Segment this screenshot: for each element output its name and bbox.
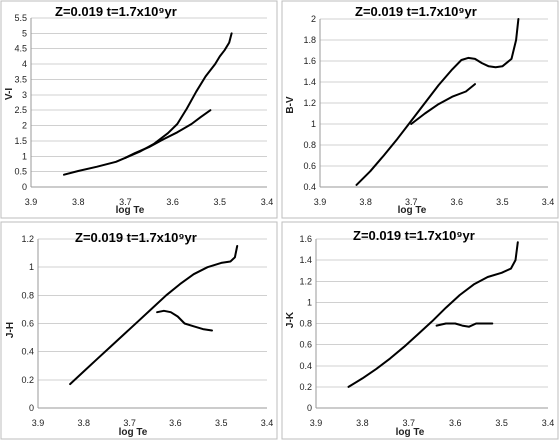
x-axis-title: log Te [398, 205, 427, 216]
y-tick-label: 1.2 [303, 98, 316, 108]
x-tick-label: 3.7 [123, 418, 136, 428]
y-tick-label: 5.5 [14, 13, 27, 23]
x-tick-label: 3.4 [261, 197, 274, 207]
x-tick-label: 3.7 [119, 197, 132, 207]
panel-b-v: 0.4 0.6 0.8 1 1.2 1.4 1.6 1.8 2 3.9 3.8 3.7 3.6 3.5 3.… [281, 0, 559, 219]
series-line-1 [63, 32, 233, 176]
panel-j-h: 0 0.2 0.4 0.6 0.8 1 1.2 3.9 3.8 3.7 3.6 3.5 3.4 log T… [0, 221, 278, 440]
y-tick-label: 4.5 [14, 44, 27, 54]
x-tick-label: 3.4 [542, 418, 555, 428]
series-line-2 [410, 83, 476, 125]
y-tick-label: 2.5 [14, 105, 27, 115]
y-tick-label: 0 [22, 182, 27, 192]
x-axis-title: log Te [119, 427, 148, 438]
y-axis-title: B-V [285, 96, 296, 114]
y-tick-label: 5 [22, 28, 27, 38]
x-tick-label: 3.4 [261, 418, 274, 428]
x-axis-title: log Te [396, 427, 425, 438]
x-tick-label: 3.6 [451, 197, 464, 207]
series-line-2 [124, 109, 212, 159]
y-tick-label: 4 [22, 59, 27, 69]
panel-frame [0, 221, 278, 440]
x-tick-label: 3.6 [166, 197, 179, 207]
x-tick-label: 3.5 [214, 197, 227, 207]
y-axis-title: J-H [5, 322, 16, 338]
x-tick-label: 3.8 [356, 418, 369, 428]
y-tick-label: 1 [29, 262, 34, 272]
series-line-1 [355, 18, 520, 186]
x-tick-label: 3.8 [72, 197, 85, 207]
y-tick-label: 0.4 [299, 361, 312, 371]
y-tick-label: 3.5 [14, 74, 27, 84]
y-axis-title: J-K [285, 311, 296, 328]
y-tick-label: 1 [311, 119, 316, 129]
y-tick-label: 0.8 [21, 290, 34, 300]
y-tick-label: 1 [307, 297, 312, 307]
panel-j-k: 0 0.2 0.4 0.6 0.8 1 1.2 1.4 1.6 3.9 3.8 3.7 3.6 3.5 3.… [281, 221, 559, 440]
y-tick-label: 0.4 [303, 182, 316, 192]
x-tick-label: 3.6 [449, 418, 462, 428]
chart-title: Z=0.019 t=1.7x10⁹yr [353, 228, 475, 243]
y-tick-label: 1.6 [303, 56, 316, 66]
y-tick-label: 1.5 [14, 136, 27, 146]
y-axis-title: V-I [4, 88, 15, 100]
x-tick-label: 3.9 [32, 418, 45, 428]
chart-title: Z=0.019 t=1.7x10⁹yr [75, 230, 197, 245]
series-line-2 [435, 322, 494, 328]
x-tick-label: 3.8 [359, 197, 372, 207]
series-line-1 [69, 245, 239, 386]
y-tick-label: 0.6 [21, 319, 34, 329]
y-tick-label: 0.6 [299, 340, 312, 350]
y-tick-label: 0.5 [14, 167, 27, 177]
panel-frame [281, 221, 559, 440]
y-tick-label: 0.2 [299, 382, 312, 392]
y-tick-label: 0.8 [303, 140, 316, 150]
y-tick-label: 1.2 [299, 276, 312, 286]
x-tick-label: 3.5 [215, 418, 228, 428]
y-tick-label: 0.2 [21, 375, 34, 385]
y-tick-label: 0.8 [299, 319, 312, 329]
y-tick-label: 1.2 [21, 234, 34, 244]
x-tick-label: 3.4 [542, 197, 555, 207]
x-tick-label: 3.5 [495, 418, 508, 428]
y-tick-label: 2 [22, 121, 27, 131]
series-line-2 [156, 309, 213, 332]
x-tick-label: 3.7 [405, 197, 418, 207]
y-tick-label: 0 [29, 403, 34, 413]
y-tick-label: 0.4 [21, 347, 34, 357]
y-tick-label: 1 [22, 151, 27, 161]
x-axis-title: log Te [116, 205, 145, 216]
panel-v-i: 0 0.5 1 1.5 2 2.5 3 3.5 4 4.5 5 5.5 3.9 3.8 3.7 3.6 3.5 3… [0, 0, 278, 219]
series-line-1 [347, 241, 519, 388]
chart-title: Z=0.019 t=1.7x10⁹yr [55, 4, 177, 19]
y-tick-label: 3 [22, 90, 27, 100]
x-tick-label: 3.5 [496, 197, 509, 207]
x-tick-label: 3.9 [25, 197, 38, 207]
y-tick-label: 1.8 [303, 35, 316, 45]
y-tick-label: 0.6 [303, 161, 316, 171]
chart-title: Z=0.019 t=1.7x10⁹yr [355, 4, 477, 19]
x-tick-label: 3.6 [169, 418, 182, 428]
x-tick-label: 3.7 [403, 418, 416, 428]
y-tick-label: 1.4 [299, 255, 312, 265]
x-tick-label: 3.9 [310, 418, 323, 428]
y-tick-label: 2 [311, 14, 316, 24]
y-tick-label: 0 [307, 403, 312, 413]
x-tick-label: 3.8 [78, 418, 91, 428]
y-tick-label: 1.4 [303, 77, 316, 87]
y-tick-label: 1.6 [299, 234, 312, 244]
x-tick-label: 3.9 [314, 197, 327, 207]
